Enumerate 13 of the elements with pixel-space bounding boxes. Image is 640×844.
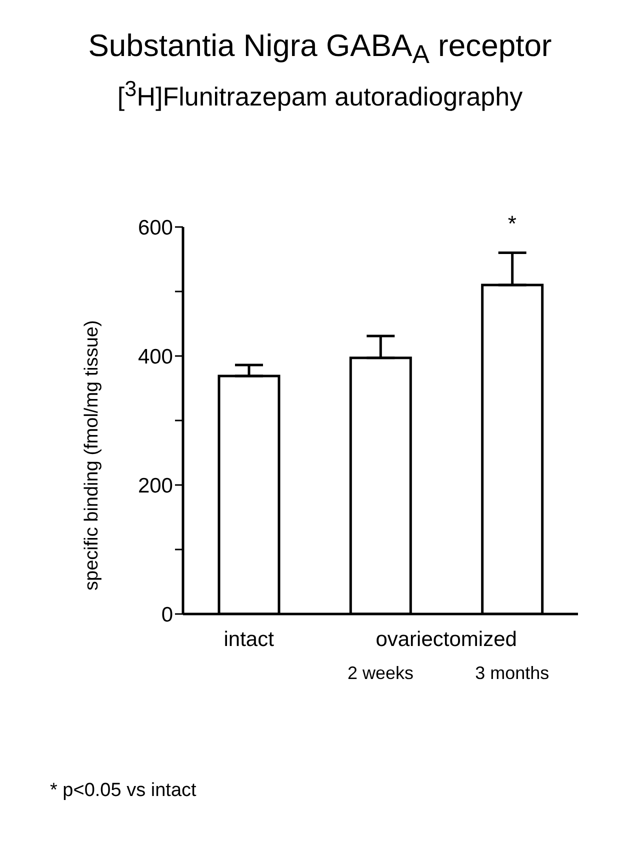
y-tick-label: 0 xyxy=(161,603,173,626)
y-tick-label: 200 xyxy=(138,474,173,498)
x-tick-label: intact xyxy=(224,628,274,651)
annotation: * xyxy=(508,210,517,236)
text: ovariectomized xyxy=(376,628,517,651)
x-tick-label: 3 months xyxy=(475,663,550,683)
chart-title: Substantia Nigra GABA$_{A}$ receptor xyxy=(87,28,553,70)
y-tick-label: 600 xyxy=(138,216,173,240)
chart-subtitle: [$^{3}$H]Flunitrazepam autoradiography xyxy=(116,76,524,113)
y-tick-label: 400 xyxy=(138,345,173,368)
x-tick-label: 2 weeks xyxy=(347,663,414,683)
y-axis-title: specific binding (fmol/mg tissue) xyxy=(82,320,103,590)
text: * p<0.05 vs intact xyxy=(50,780,196,802)
